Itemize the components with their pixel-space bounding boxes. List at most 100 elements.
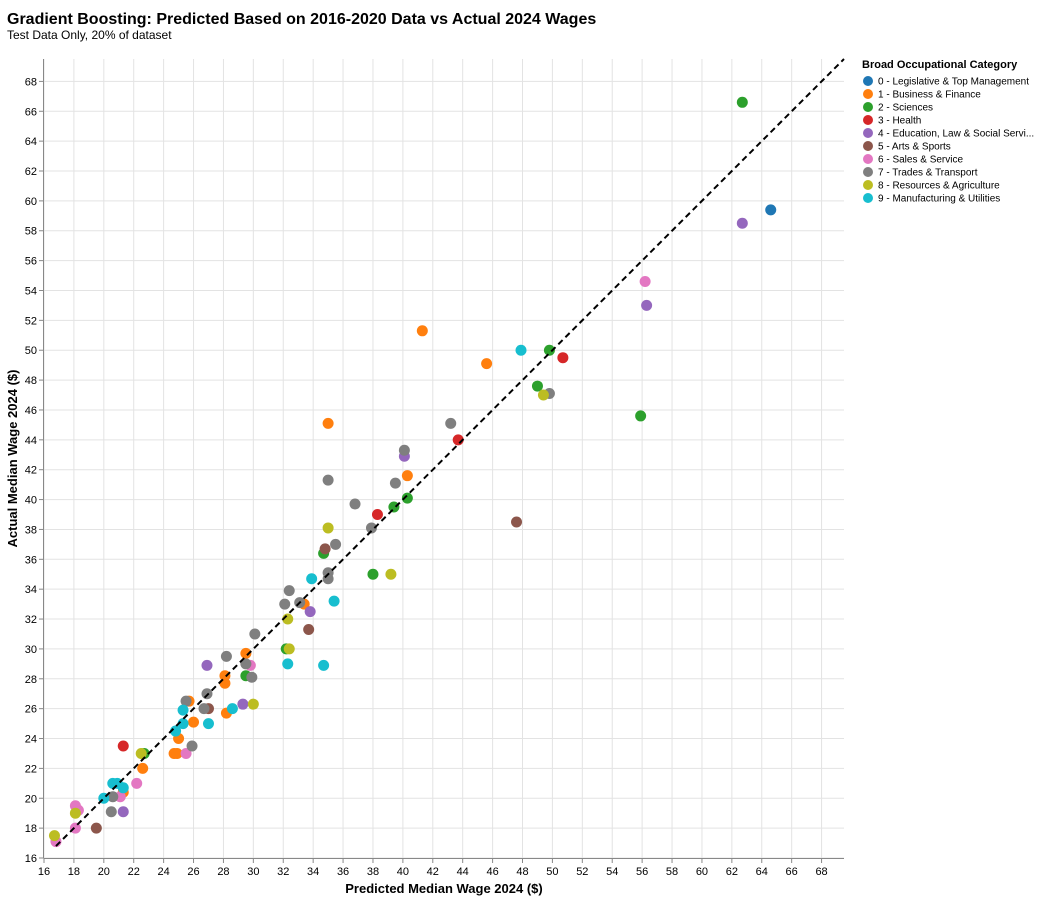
data-point (69, 807, 81, 819)
data-point (180, 695, 192, 707)
x-tick-label: 44 (457, 866, 469, 878)
data-point (537, 389, 549, 401)
x-tick-label: 58 (666, 866, 678, 878)
data-point (367, 568, 379, 580)
legend-swatch (863, 154, 873, 164)
x-tick-label: 46 (486, 866, 498, 878)
data-point (201, 688, 213, 700)
x-tick-label: 48 (516, 866, 528, 878)
legend-swatch (863, 115, 873, 125)
legend-swatch (863, 102, 873, 112)
data-point (117, 740, 129, 752)
data-point (736, 96, 748, 108)
x-tick-label: 16 (38, 866, 50, 878)
y-tick-label: 42 (25, 465, 37, 477)
x-tick-label: 24 (158, 866, 170, 878)
data-point (306, 573, 318, 585)
data-point (330, 538, 342, 550)
data-point (202, 718, 214, 730)
x-tick-label: 34 (307, 866, 319, 878)
legend-label: 8 - Resources & Agriculture (878, 181, 1000, 192)
y-tick-label: 16 (25, 853, 37, 865)
y-tick-label: 58 (25, 226, 37, 238)
data-point (69, 822, 81, 834)
data-point (237, 698, 249, 710)
x-tick-label: 66 (786, 866, 798, 878)
legend-label: 2 - Sciences (878, 103, 933, 114)
y-tick-label: 28 (25, 674, 37, 686)
x-tick-label: 28 (217, 866, 229, 878)
data-point (349, 498, 361, 510)
y-tick-label: 20 (25, 793, 37, 805)
x-tick-label: 56 (636, 866, 648, 878)
data-point (416, 325, 428, 337)
y-tick-label: 50 (25, 345, 37, 357)
data-point (543, 344, 555, 356)
data-point (365, 522, 377, 534)
data-point (531, 380, 543, 392)
data-point (318, 659, 330, 671)
x-tick-label: 36 (337, 866, 349, 878)
legend-swatch (863, 128, 873, 138)
y-tick-label: 66 (25, 106, 37, 118)
y-tick-label: 38 (25, 524, 37, 536)
legend-label: 6 - Sales & Service (878, 155, 963, 166)
x-tick-label: 30 (247, 866, 259, 878)
data-point (322, 474, 334, 486)
reference-line (55, 58, 845, 847)
data-point (389, 477, 401, 489)
y-tick-label: 54 (25, 285, 37, 297)
data-point (322, 522, 334, 534)
data-point (371, 509, 383, 521)
y-tick-label: 48 (25, 375, 37, 387)
data-point (641, 299, 653, 311)
y-tick-label: 30 (25, 644, 37, 656)
data-point (186, 740, 198, 752)
data-point (240, 647, 252, 659)
data-point (246, 671, 258, 683)
legend-label: 9 - Manufacturing & Utilities (878, 194, 1000, 205)
data-points (48, 96, 777, 848)
x-tick-label: 26 (187, 866, 199, 878)
data-point (180, 747, 192, 759)
data-point (135, 747, 147, 759)
data-point (401, 492, 413, 504)
legend-swatch (863, 193, 873, 203)
data-point (198, 703, 210, 715)
data-point (117, 782, 129, 794)
data-point (219, 677, 231, 689)
data-point (90, 822, 102, 834)
x-tick-label: 20 (98, 866, 110, 878)
data-point (303, 624, 315, 636)
data-point (319, 543, 331, 555)
data-point (107, 791, 119, 803)
data-point (557, 352, 569, 364)
data-point (226, 703, 238, 715)
y-tick-label: 32 (25, 614, 37, 626)
data-point (48, 830, 60, 842)
y-tick-label: 60 (25, 196, 37, 208)
data-point (282, 658, 294, 670)
data-point (328, 595, 340, 607)
data-point (177, 704, 189, 716)
x-tick-label: 42 (427, 866, 439, 878)
legend-swatch (863, 141, 873, 151)
x-tick-label: 68 (815, 866, 827, 878)
y-tick-label: 26 (25, 704, 37, 716)
y-tick-label: 68 (25, 76, 37, 88)
data-point (283, 643, 295, 655)
data-point (117, 806, 129, 818)
x-tick-label: 54 (606, 866, 618, 878)
data-point (240, 658, 252, 670)
x-tick-label: 50 (546, 866, 558, 878)
x-tick-label: 60 (696, 866, 708, 878)
data-point (304, 606, 316, 618)
y-tick-label: 18 (25, 823, 37, 835)
data-point (201, 659, 213, 671)
y-tick-label: 22 (25, 763, 37, 775)
data-point (188, 716, 200, 728)
x-tick-label: 40 (397, 866, 409, 878)
legend-label: 7 - Trades & Transport (878, 168, 978, 179)
data-point (639, 276, 651, 288)
